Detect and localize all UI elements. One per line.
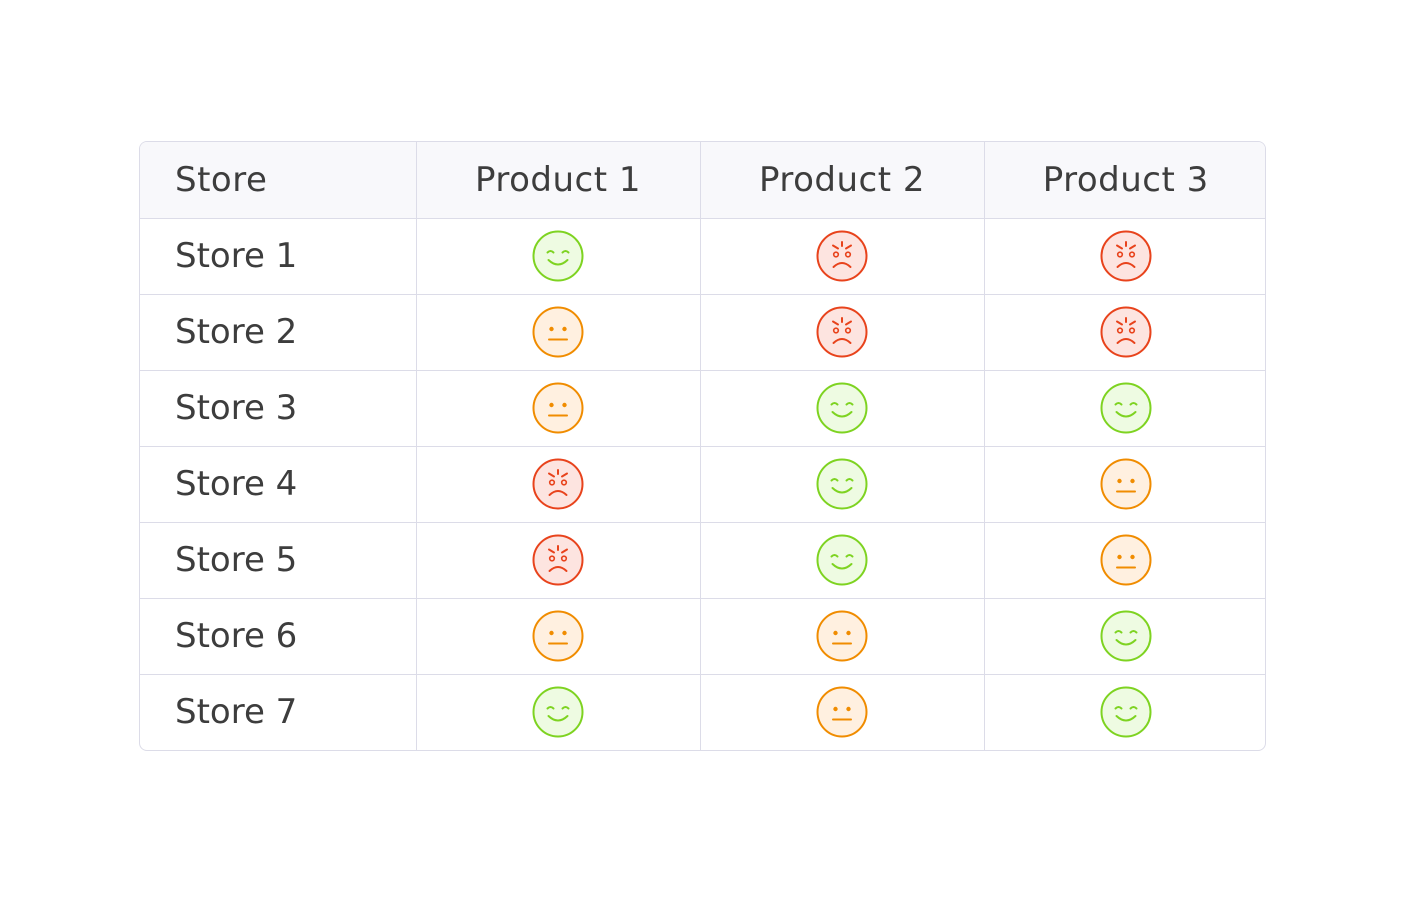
rating-cell-product-3 [984,446,1265,523]
happy-face-icon [816,458,868,510]
rating-cell-product-2 [700,218,985,295]
rating-cell-product-3 [984,294,1265,371]
store-name-cell: Store 4 [140,446,417,523]
table-row: Store 5 [140,522,1265,599]
column-header-product-1: Product 1 [416,142,701,219]
rating-cell-product-1 [416,446,701,523]
column-header-store: Store [140,142,417,219]
happy-face-icon [816,382,868,434]
neutral-face-icon [532,306,584,358]
angry-face-icon [816,306,868,358]
rating-cell-product-1 [416,522,701,599]
store-name-cell: Store 6 [140,598,417,675]
neutral-face-icon [532,610,584,662]
happy-face-icon [1100,686,1152,738]
rating-cell-product-3 [984,218,1265,295]
column-header-product-3: Product 3 [984,142,1265,219]
rating-cell-product-1 [416,370,701,447]
angry-face-icon [816,230,868,282]
table-row: Store 4 [140,446,1265,523]
neutral-face-icon [816,610,868,662]
store-name-cell: Store 7 [140,674,417,750]
ratings-table-card: Store Product 1 Product 2 Product 3 Stor… [139,141,1266,751]
rating-cell-product-1 [416,294,701,371]
rating-cell-product-3 [984,674,1265,750]
happy-face-icon [532,230,584,282]
angry-face-icon [532,458,584,510]
rating-cell-product-1 [416,218,701,295]
rating-cell-product-2 [700,294,985,371]
angry-face-icon [1100,230,1152,282]
ratings-table: Store Product 1 Product 2 Product 3 Stor… [140,142,1265,750]
table-row: Store 6 [140,598,1265,675]
neutral-face-icon [816,686,868,738]
column-header-product-2: Product 2 [700,142,985,219]
table-row: Store 3 [140,370,1265,447]
table-header-row: Store Product 1 Product 2 Product 3 [140,142,1265,219]
table-row: Store 7 [140,674,1265,750]
happy-face-icon [816,534,868,586]
angry-face-icon [532,534,584,586]
rating-cell-product-1 [416,598,701,675]
angry-face-icon [1100,306,1152,358]
rating-cell-product-2 [700,370,985,447]
rating-cell-product-2 [700,598,985,675]
store-name-cell: Store 1 [140,218,417,295]
store-name-cell: Store 2 [140,294,417,371]
happy-face-icon [1100,382,1152,434]
happy-face-icon [1100,610,1152,662]
rating-cell-product-3 [984,522,1265,599]
rating-cell-product-2 [700,446,985,523]
rating-cell-product-2 [700,674,985,750]
rating-cell-product-3 [984,598,1265,675]
store-name-cell: Store 5 [140,522,417,599]
table-row: Store 1 [140,218,1265,295]
store-name-cell: Store 3 [140,370,417,447]
rating-cell-product-1 [416,674,701,750]
rating-cell-product-2 [700,522,985,599]
neutral-face-icon [532,382,584,434]
happy-face-icon [532,686,584,738]
table-row: Store 2 [140,294,1265,371]
neutral-face-icon [1100,458,1152,510]
neutral-face-icon [1100,534,1152,586]
rating-cell-product-3 [984,370,1265,447]
